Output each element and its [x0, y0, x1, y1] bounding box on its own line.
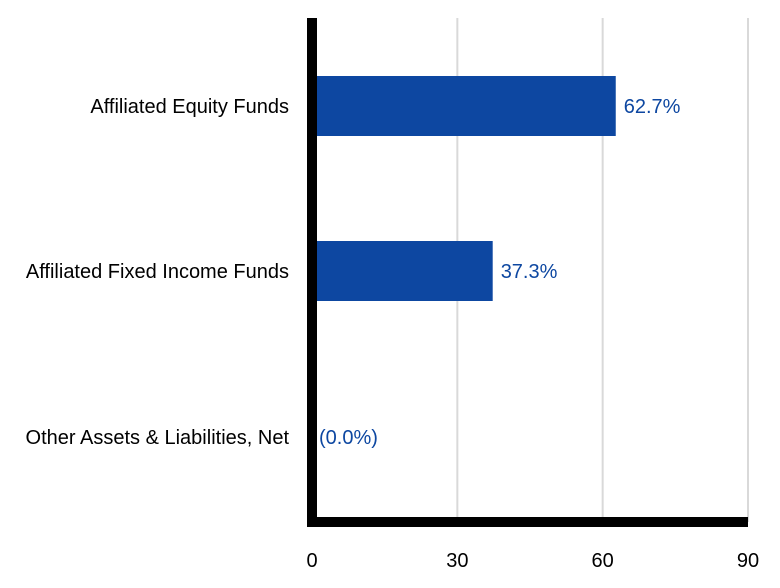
bar: [312, 76, 616, 136]
x-tick-label: 60: [592, 550, 614, 572]
data-label: 37.3%: [501, 261, 558, 283]
y-axis-line: [307, 18, 317, 527]
category-label: Affiliated Equity Funds: [90, 96, 289, 118]
axes: [307, 18, 748, 527]
bar: [312, 241, 493, 301]
x-tick-labels: 0 30 60 90: [306, 550, 759, 572]
category-label: Other Assets & Liabilities, Net: [26, 427, 290, 449]
category-label: Affiliated Fixed Income Funds: [26, 261, 289, 283]
x-tick-label: 30: [446, 550, 468, 572]
data-labels: 62.7% 37.3% (0.0%): [319, 96, 681, 449]
category-labels: Affiliated Equity Funds Affiliated Fixed …: [26, 96, 290, 449]
bars: [312, 76, 616, 301]
x-tick-label: 90: [737, 550, 759, 572]
data-label: 62.7%: [624, 96, 681, 118]
x-tick-label: 0: [306, 550, 317, 572]
x-axis-line: [307, 517, 748, 527]
data-label: (0.0%): [319, 427, 378, 449]
